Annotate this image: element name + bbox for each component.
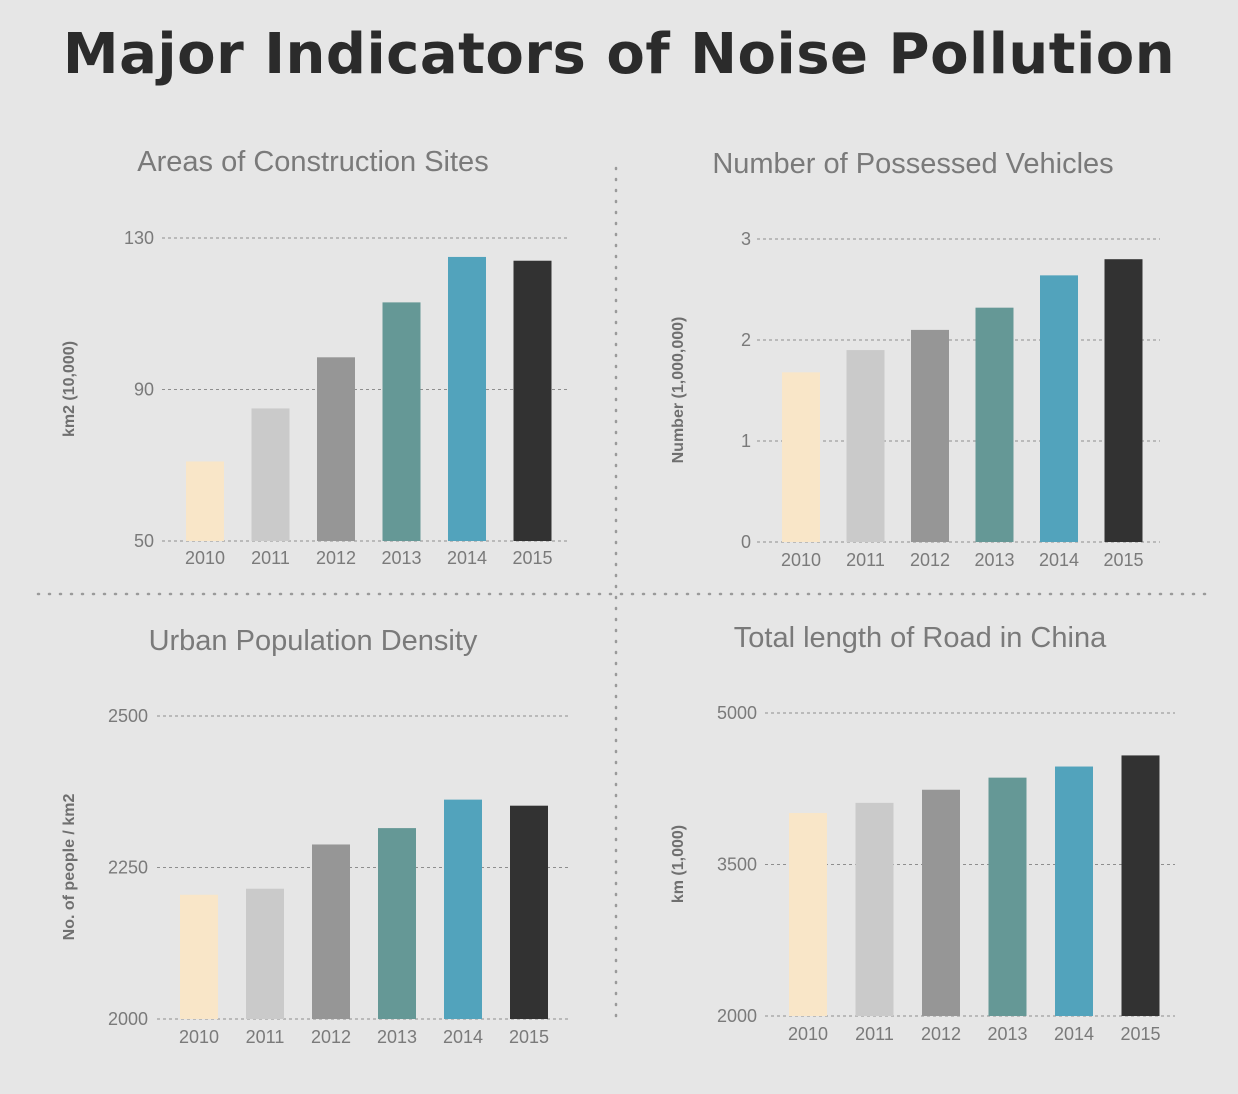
x-tick-label: 2014 bbox=[1039, 550, 1079, 570]
x-tick-label: 2013 bbox=[987, 1024, 1027, 1044]
y-tick-label: 2000 bbox=[108, 1009, 148, 1029]
x-tick-label: 2014 bbox=[1054, 1024, 1094, 1044]
bar-vehicles-2011 bbox=[846, 350, 885, 542]
bar-population-2013 bbox=[378, 828, 416, 1019]
x-tick-label: 2015 bbox=[1120, 1024, 1160, 1044]
y-tick-label: 1 bbox=[741, 431, 751, 451]
chart-title-vehicles: Number of Possessed Vehicles bbox=[712, 148, 1114, 180]
y-tick-label: 2 bbox=[741, 330, 751, 350]
x-tick-label: 2014 bbox=[447, 548, 487, 568]
bar-vehicles-2013 bbox=[975, 307, 1014, 542]
bar-construction-2013 bbox=[382, 302, 421, 541]
chart-title-population: Urban Population Density bbox=[148, 625, 478, 657]
x-tick-label: 2011 bbox=[846, 550, 885, 570]
y-tick-label: 2250 bbox=[108, 858, 148, 878]
x-tick-label: 2012 bbox=[316, 548, 356, 568]
bar-road-2011 bbox=[855, 802, 894, 1016]
bar-road-2015 bbox=[1121, 755, 1160, 1016]
y-tick-label: 3500 bbox=[717, 855, 757, 875]
x-tick-label: 2015 bbox=[1103, 550, 1143, 570]
x-tick-label: 2012 bbox=[921, 1024, 961, 1044]
x-tick-label: 2010 bbox=[185, 548, 225, 568]
bar-road-2012 bbox=[922, 789, 960, 1016]
x-tick-label: 2013 bbox=[974, 550, 1014, 570]
bar-vehicles-2014 bbox=[1040, 275, 1078, 542]
chart-possessed-vehicles: 0 1 2 3 Number (1,000,000) 2010 2011 2012 2013 20… bbox=[670, 229, 1160, 570]
bar-road-2013 bbox=[988, 777, 1027, 1016]
y-tick-label: 5000 bbox=[717, 703, 757, 723]
y-axis-title: km (1,000) bbox=[670, 825, 687, 903]
x-tick-label: 2014 bbox=[443, 1027, 483, 1047]
bar-vehicles-2015 bbox=[1104, 259, 1143, 542]
page-title: Major Indicators of Noise Pollution bbox=[62, 22, 1176, 87]
bar-population-2010 bbox=[180, 894, 218, 1019]
bar-vehicles-2010 bbox=[782, 372, 820, 542]
x-tick-label: 2010 bbox=[788, 1024, 828, 1044]
bar-vehicles-2012 bbox=[911, 329, 949, 542]
bar-population-2015 bbox=[510, 805, 548, 1019]
bar-construction-2010 bbox=[186, 461, 224, 541]
bar-population-2012 bbox=[312, 844, 350, 1019]
x-tick-label: 2011 bbox=[855, 1024, 894, 1044]
x-tick-label: 2011 bbox=[251, 548, 290, 568]
y-tick-label: 2000 bbox=[717, 1006, 757, 1026]
chart-urban-population-density: 2000 2250 2500 No. of people / km2 2010 2011 2… bbox=[61, 706, 568, 1047]
x-tick-label: 2011 bbox=[246, 1027, 285, 1047]
y-axis-title: Number (1,000,000) bbox=[670, 317, 687, 464]
y-tick-label: 3 bbox=[741, 229, 751, 249]
y-tick-label: 50 bbox=[134, 531, 154, 551]
chart-construction-sites: 50 90 130 km2 (10,000) 2010 2011 2012 2013 2014 2… bbox=[61, 228, 568, 568]
bar-population-2011 bbox=[246, 888, 284, 1019]
bar-construction-2015 bbox=[513, 260, 552, 541]
y-axis-title: km2 (10,000) bbox=[61, 341, 78, 437]
chart-title-road: Total length of Road in China bbox=[733, 622, 1107, 654]
y-tick-label: 130 bbox=[124, 228, 154, 248]
y-tick-label: 2500 bbox=[108, 706, 148, 726]
x-tick-label: 2015 bbox=[509, 1027, 549, 1047]
bar-road-2014 bbox=[1055, 766, 1093, 1016]
y-axis-title: No. of people / km2 bbox=[61, 794, 78, 941]
chart-road-length: 2000 3500 5000 km (1,000) 2010 2011 2012 2013 20… bbox=[670, 703, 1175, 1044]
bar-construction-2011 bbox=[251, 408, 290, 541]
y-tick-label: 0 bbox=[741, 532, 751, 552]
bar-road-2010 bbox=[789, 812, 827, 1016]
bar-population-2014 bbox=[444, 799, 482, 1019]
x-tick-label: 2010 bbox=[179, 1027, 219, 1047]
x-tick-label: 2013 bbox=[381, 548, 421, 568]
bar-construction-2014 bbox=[448, 256, 486, 541]
x-tick-label: 2012 bbox=[311, 1027, 351, 1047]
x-tick-label: 2010 bbox=[781, 550, 821, 570]
x-tick-label: 2015 bbox=[512, 548, 552, 568]
x-tick-label: 2013 bbox=[377, 1027, 417, 1047]
x-tick-label: 2012 bbox=[910, 550, 950, 570]
bar-construction-2012 bbox=[317, 357, 355, 541]
y-tick-label: 90 bbox=[134, 380, 154, 400]
chart-title-construction: Areas of Construction Sites bbox=[137, 146, 489, 178]
